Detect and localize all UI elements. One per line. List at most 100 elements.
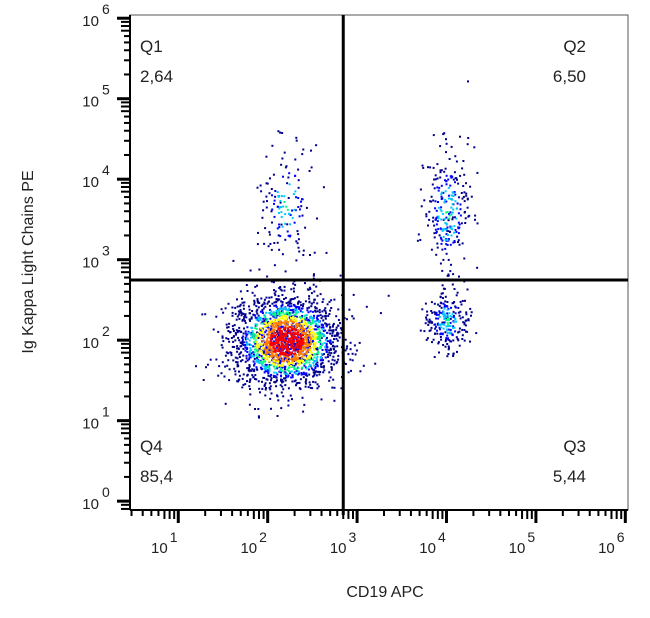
event-dot (461, 334, 464, 337)
event-dot (313, 344, 316, 347)
event-dot (253, 355, 255, 358)
event-dot (425, 213, 428, 216)
event-dot (224, 354, 227, 357)
event-dot (278, 226, 281, 229)
event-dot (302, 148, 305, 151)
event-dot (437, 217, 440, 220)
event-dot (273, 342, 276, 345)
event-dot (258, 344, 261, 347)
event-dot (446, 319, 449, 321)
event-dot (444, 222, 447, 224)
event-dot (272, 323, 275, 326)
event-dot (461, 338, 464, 340)
event-dot (282, 338, 285, 341)
event-dot (252, 376, 255, 379)
event-dot (455, 217, 458, 220)
event-dot (309, 343, 311, 346)
event-dot (240, 314, 243, 317)
event-dot (286, 332, 289, 335)
event-dot (447, 186, 450, 189)
event-dot (290, 323, 293, 326)
event-dot (435, 325, 437, 328)
event-dot (250, 369, 253, 372)
event-dot (284, 379, 287, 382)
event-dot (229, 351, 232, 354)
event-dot (296, 296, 299, 299)
event-dot (312, 310, 315, 313)
event-dot (293, 353, 295, 355)
event-dot (269, 322, 272, 325)
event-dot (316, 338, 319, 340)
event-dot (303, 317, 306, 320)
event-dot (450, 225, 453, 228)
event-dot (293, 359, 296, 362)
event-dot (444, 238, 447, 241)
event-dot (442, 191, 445, 194)
event-dot (327, 314, 330, 317)
event-dot (280, 375, 283, 378)
event-dot (268, 345, 271, 348)
event-dot (253, 368, 256, 371)
event-dot (276, 241, 279, 244)
event-dot (276, 323, 279, 326)
event-dot (299, 360, 302, 363)
event-dot (432, 216, 435, 219)
event-dot (252, 313, 255, 316)
event-dot (447, 219, 450, 222)
event-dot (294, 328, 297, 331)
event-dot (445, 252, 448, 255)
event-dot (221, 336, 224, 339)
event-dot (270, 280, 273, 283)
event-dot (289, 341, 292, 344)
event-dot (445, 216, 448, 219)
event-dot (279, 201, 282, 204)
event-dot (250, 317, 253, 320)
event-dot (264, 318, 267, 321)
event-dot (261, 331, 264, 334)
event-dot (315, 324, 318, 327)
event-dot (439, 324, 442, 326)
event-dot (279, 333, 282, 335)
event-dot (279, 235, 282, 238)
event-dot (269, 308, 271, 311)
event-dot (332, 378, 335, 381)
event-dot (458, 223, 461, 226)
event-dot (221, 346, 224, 349)
event-dot (301, 311, 304, 314)
event-dot (301, 359, 304, 362)
event-dot (274, 332, 277, 334)
event-dot (290, 332, 293, 335)
event-dot (295, 136, 298, 139)
event-dot (252, 345, 255, 348)
event-dot (308, 321, 310, 324)
event-dot (282, 388, 285, 391)
event-dot (256, 298, 259, 301)
event-dot (443, 218, 446, 221)
event-dot (299, 349, 302, 352)
event-dot (450, 263, 452, 266)
event-dot (295, 319, 298, 322)
event-dot (466, 206, 469, 209)
event-dot (446, 234, 449, 236)
event-dot (447, 238, 450, 240)
event-dot (457, 221, 460, 224)
event-dot (299, 316, 302, 319)
event-dot (435, 218, 437, 221)
event-dot (291, 355, 294, 358)
event-dot (325, 312, 327, 315)
event-dot (238, 353, 241, 356)
event-dot (232, 328, 235, 330)
event-dot (289, 299, 292, 302)
event-dot (315, 347, 318, 350)
event-dot (272, 343, 275, 346)
event-dot (429, 166, 432, 169)
event-dot (241, 338, 244, 341)
event-dot (325, 346, 328, 348)
event-dot (334, 350, 337, 353)
event-dot (262, 376, 265, 379)
event-dot (297, 339, 300, 342)
event-dot (308, 326, 311, 329)
event-dot (317, 320, 320, 323)
event-dot (271, 352, 274, 355)
event-dot (274, 375, 277, 378)
